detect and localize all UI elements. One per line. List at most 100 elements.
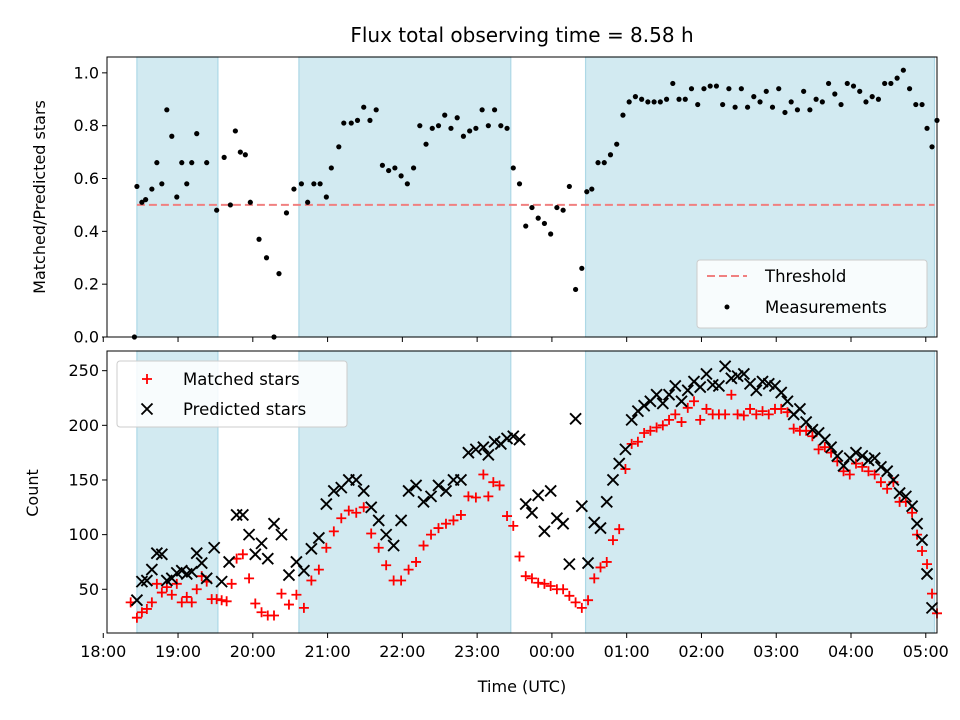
predicted-stars-point [899,490,913,503]
matched-stars-point [514,551,525,562]
measurement-point [701,86,707,92]
matched-stars-point [645,425,656,436]
matched-stars-point [221,596,232,607]
measurement-point [328,165,334,171]
matched-stars-point [900,496,911,507]
matched-stars-point [570,597,581,608]
y-tick-label: 150 [68,470,99,489]
predicted-stars-point [656,397,669,410]
measurement-point [154,160,160,166]
measurement-point [919,101,925,108]
measurement-point [639,96,645,102]
matched-stars-point [720,409,731,420]
measurement-point [336,144,342,150]
measurement-point [139,199,145,205]
measurement-point [174,194,180,200]
ratio-panel: 0.0 0.2 0.4 0.6 0.8 1.0 Matched/Predicted sta… [30,56,940,347]
measurement-point [844,80,850,87]
measurement-point [924,125,930,131]
measurement-point [214,207,220,213]
ratio-legend-box [696,259,928,329]
matched-stars-point [426,529,437,540]
matched-stars-point [336,513,347,524]
measurement-point [204,160,210,166]
measurement-point [676,96,682,102]
matched-stars-point [381,560,392,571]
predicted-stars-point [712,379,726,393]
measurement-point [744,104,751,110]
predicted-stars-point [267,517,281,530]
measurement-point [688,86,695,92]
measurement-point [143,197,149,203]
measurement-point [875,96,882,102]
measurement-point [695,101,701,108]
matched-stars-point [186,597,197,608]
matched-stars-point [146,597,157,608]
matched-stars-point [688,396,699,407]
predicted-stars-point [650,388,663,401]
measurement-point [548,231,554,237]
matched-stars-point [411,556,422,567]
predicted-stars-point [525,506,539,519]
measurement-point [491,107,498,113]
predicted-stars-point [669,379,682,393]
measurement-point [732,104,738,110]
measurement-point [485,123,491,129]
measurement-point [417,123,423,129]
matched-stars-point [358,502,369,513]
matched-stars-point [813,444,824,455]
measurement-point [379,162,386,168]
predicted-stars-point [519,497,532,511]
matched-stars-point [291,589,302,600]
ratio-y-label: Matched/Predicted stars [30,100,49,294]
predicted-stars-point [222,555,236,569]
matched-stars-point [844,469,855,480]
predicted-stars-point [662,388,676,401]
predicted-stars-point [563,557,576,571]
predicted-stars-point [849,446,863,459]
predicted-stars-point [365,501,378,514]
matched-stars-point [657,420,668,431]
observing-band [584,350,936,634]
matched-stars-point [494,480,505,491]
count-plot-frame [106,350,938,634]
matched-stars-point [545,581,556,591]
predicted-stars-point [275,528,288,541]
measurement-point [305,199,311,205]
predicted-stars-point [155,548,169,561]
matched-stars-point [470,492,481,503]
predicted-stars-point [394,514,408,527]
matched-stars-point [276,588,287,599]
measurement-point [467,128,473,134]
measurement-point [134,183,140,190]
matched-stars-point [131,612,142,623]
predicted-stars-point [581,556,595,570]
y-tick-label: 0.0 [74,328,99,347]
x-tick-label: 03:00 [753,642,799,661]
matched-stars-point [614,524,625,535]
measurement-point [825,80,832,87]
measurement-point [657,99,663,105]
measurement-point [298,181,305,187]
legend-measurements-label: Measurements [765,298,887,317]
x-tick-label: 04:00 [828,642,874,661]
x-tick-label: 02:00 [678,642,724,661]
y-tick-label: 200 [68,416,99,435]
measurement-point [516,181,523,187]
matched-stars-point [268,610,279,621]
matched-stars-point [237,549,248,560]
measurement-point [807,107,813,113]
measurement-point [423,141,429,147]
matched-stars-point [478,469,489,480]
legend-predicted-label: Predicted stars [183,400,306,419]
predicted-stars-point [312,531,326,545]
count-legend-box [116,360,348,428]
matched-stars-point [589,573,600,584]
predicted-stars-point [619,443,632,456]
measurement-point [813,96,819,102]
predicted-stars-point [350,473,363,487]
predicted-stars-point [185,565,198,578]
measurement-point [620,112,626,118]
measurement-point [913,101,919,108]
measurement-point [541,220,548,227]
